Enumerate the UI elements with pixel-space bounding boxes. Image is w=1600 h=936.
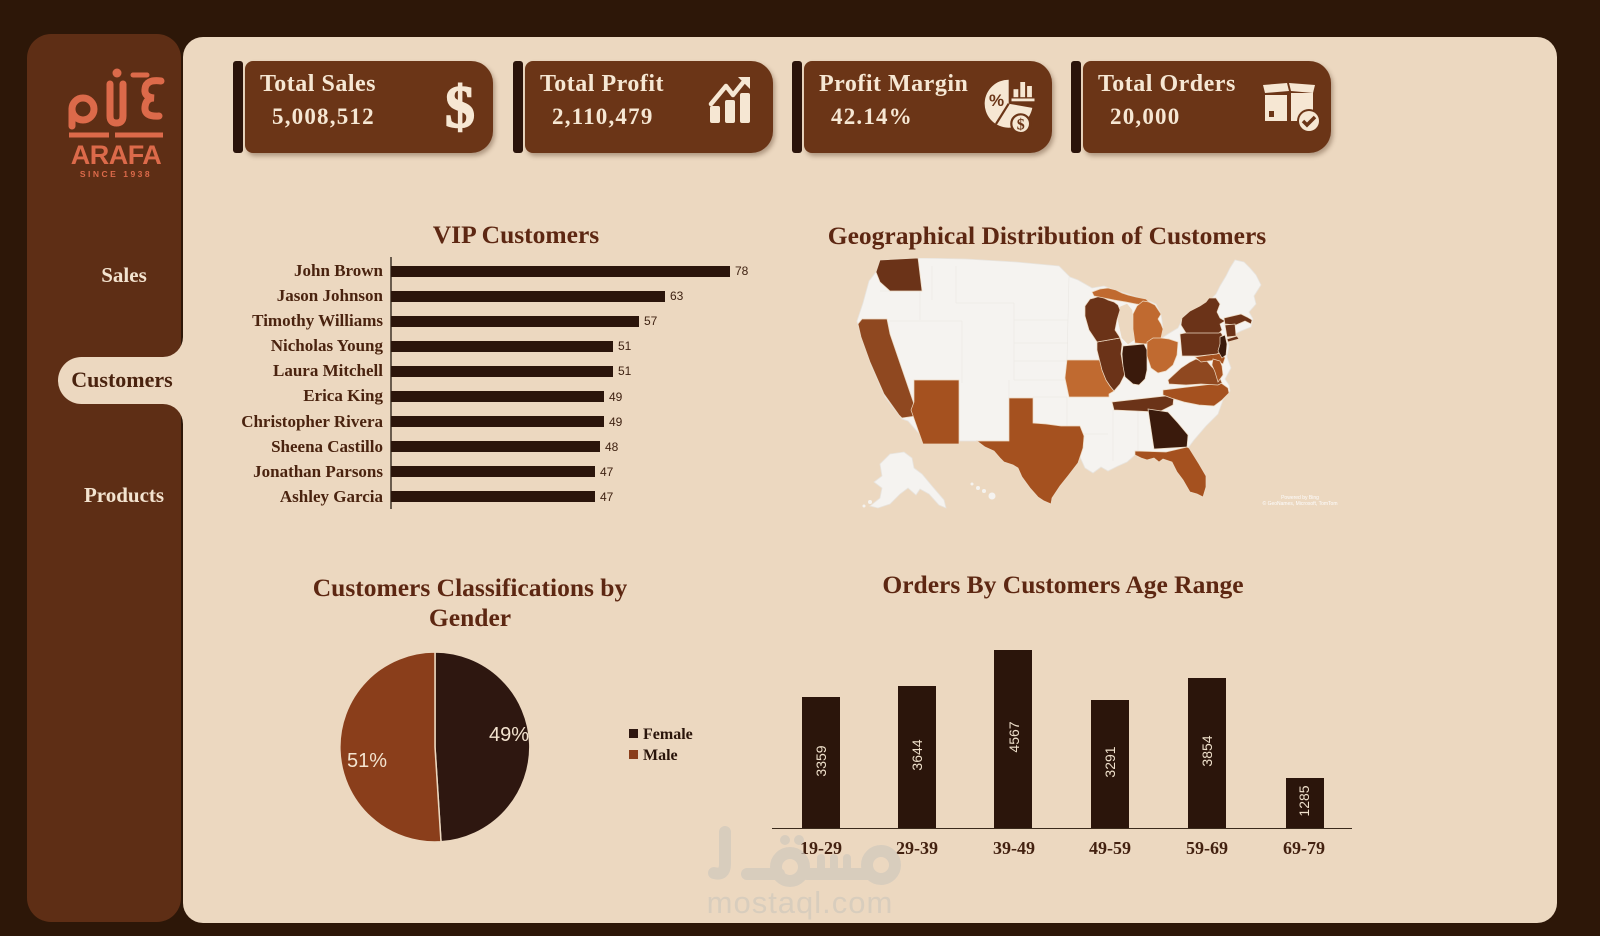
svg-text:%: % bbox=[989, 91, 1004, 110]
svg-text:ARAFA: ARAFA bbox=[71, 140, 162, 170]
svg-text:mostaql.com: mostaql.com bbox=[707, 885, 894, 920]
svg-text:SINCE 1938: SINCE 1938 bbox=[80, 169, 152, 179]
svg-text:$: $ bbox=[1017, 117, 1025, 134]
